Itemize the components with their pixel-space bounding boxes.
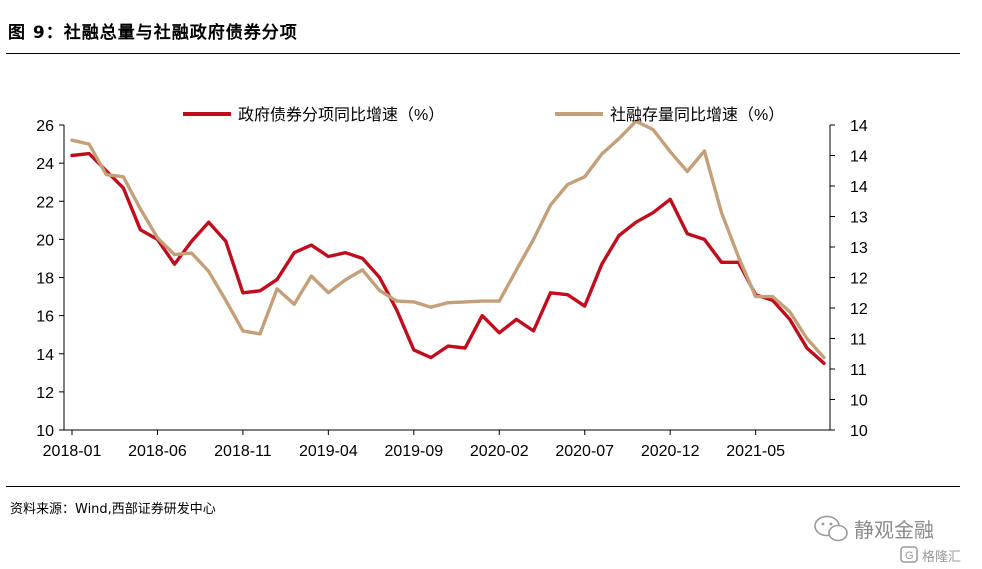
y-left-tick-label: 10 <box>36 423 54 440</box>
legend-label: 社融存量同比增速（%） <box>610 106 784 124</box>
top-rule <box>6 53 960 54</box>
series-line-government-bonds <box>70 151 826 365</box>
y-right-tick-label: 11 <box>850 332 867 349</box>
y-left-tick-label: 14 <box>36 347 54 364</box>
watermark: 静观金融 G 格隆汇 <box>812 512 972 566</box>
y-left-tick-label: 16 <box>36 309 54 326</box>
bottom-rule <box>6 486 960 487</box>
chart-legend: 政府债券分项同比增速（%） 社融存量同比增速（%） <box>183 106 784 124</box>
x-tick-label: 2021-05 <box>726 443 785 460</box>
y-right-tick-label: 13 <box>850 210 868 227</box>
logo-icon: G <box>900 546 918 563</box>
x-tick-label: 2018-11 <box>214 443 272 460</box>
y-left-tick-label: 24 <box>36 156 54 173</box>
y-right-tick-label: 10 <box>850 393 868 410</box>
watermark-title: 静观金融 <box>854 518 934 542</box>
x-tick-label: 2019-04 <box>299 443 358 460</box>
y-right-tick-label: 14 <box>850 179 868 196</box>
y-right-tick-label: 14 <box>850 149 868 166</box>
x-tick-label: 2020-02 <box>470 443 529 460</box>
y-left-tick-label: 26 <box>36 118 54 135</box>
y-right-tick-label: 12 <box>850 301 868 318</box>
x-tick-label: 2020-12 <box>641 443 700 460</box>
x-tick-label: 2018-01 <box>43 443 102 460</box>
series-line-social-financing <box>70 119 826 360</box>
y-right-tick-label: 13 <box>850 240 868 257</box>
y-right-tick-label: 10 <box>850 423 868 440</box>
watermark-subtitle: 格隆汇 <box>922 550 962 565</box>
legend-label: 政府债券分项同比增速（%） <box>238 106 444 124</box>
y-left-tick-label: 12 <box>36 385 54 402</box>
figure-title: 图 9：社融总量与社融政府债券分项 <box>8 23 298 43</box>
x-tick-label: 2019-09 <box>384 443 443 460</box>
y-right-tick-label: 14 <box>850 118 868 135</box>
y-right-tick-label: 11 <box>850 362 867 379</box>
source-note: 资料来源：Wind,西部证券研发中心 <box>10 502 216 517</box>
wechat-icon <box>814 515 848 542</box>
y-left-tick-label: 20 <box>36 232 54 249</box>
y-left-tick-label: 22 <box>36 194 54 211</box>
x-tick-label: 2018-06 <box>128 443 187 460</box>
chart-axes: 10 12 14 16 18 20 22 24 26 10 10 11 11 12 12 13 13 14 14 14… <box>36 118 868 460</box>
y-right-tick-label: 12 <box>850 271 868 288</box>
chart-series <box>70 119 826 365</box>
y-left-tick-label: 18 <box>36 271 54 288</box>
x-tick-label: 2020-07 <box>555 443 614 460</box>
svg-text:G: G <box>905 550 914 562</box>
